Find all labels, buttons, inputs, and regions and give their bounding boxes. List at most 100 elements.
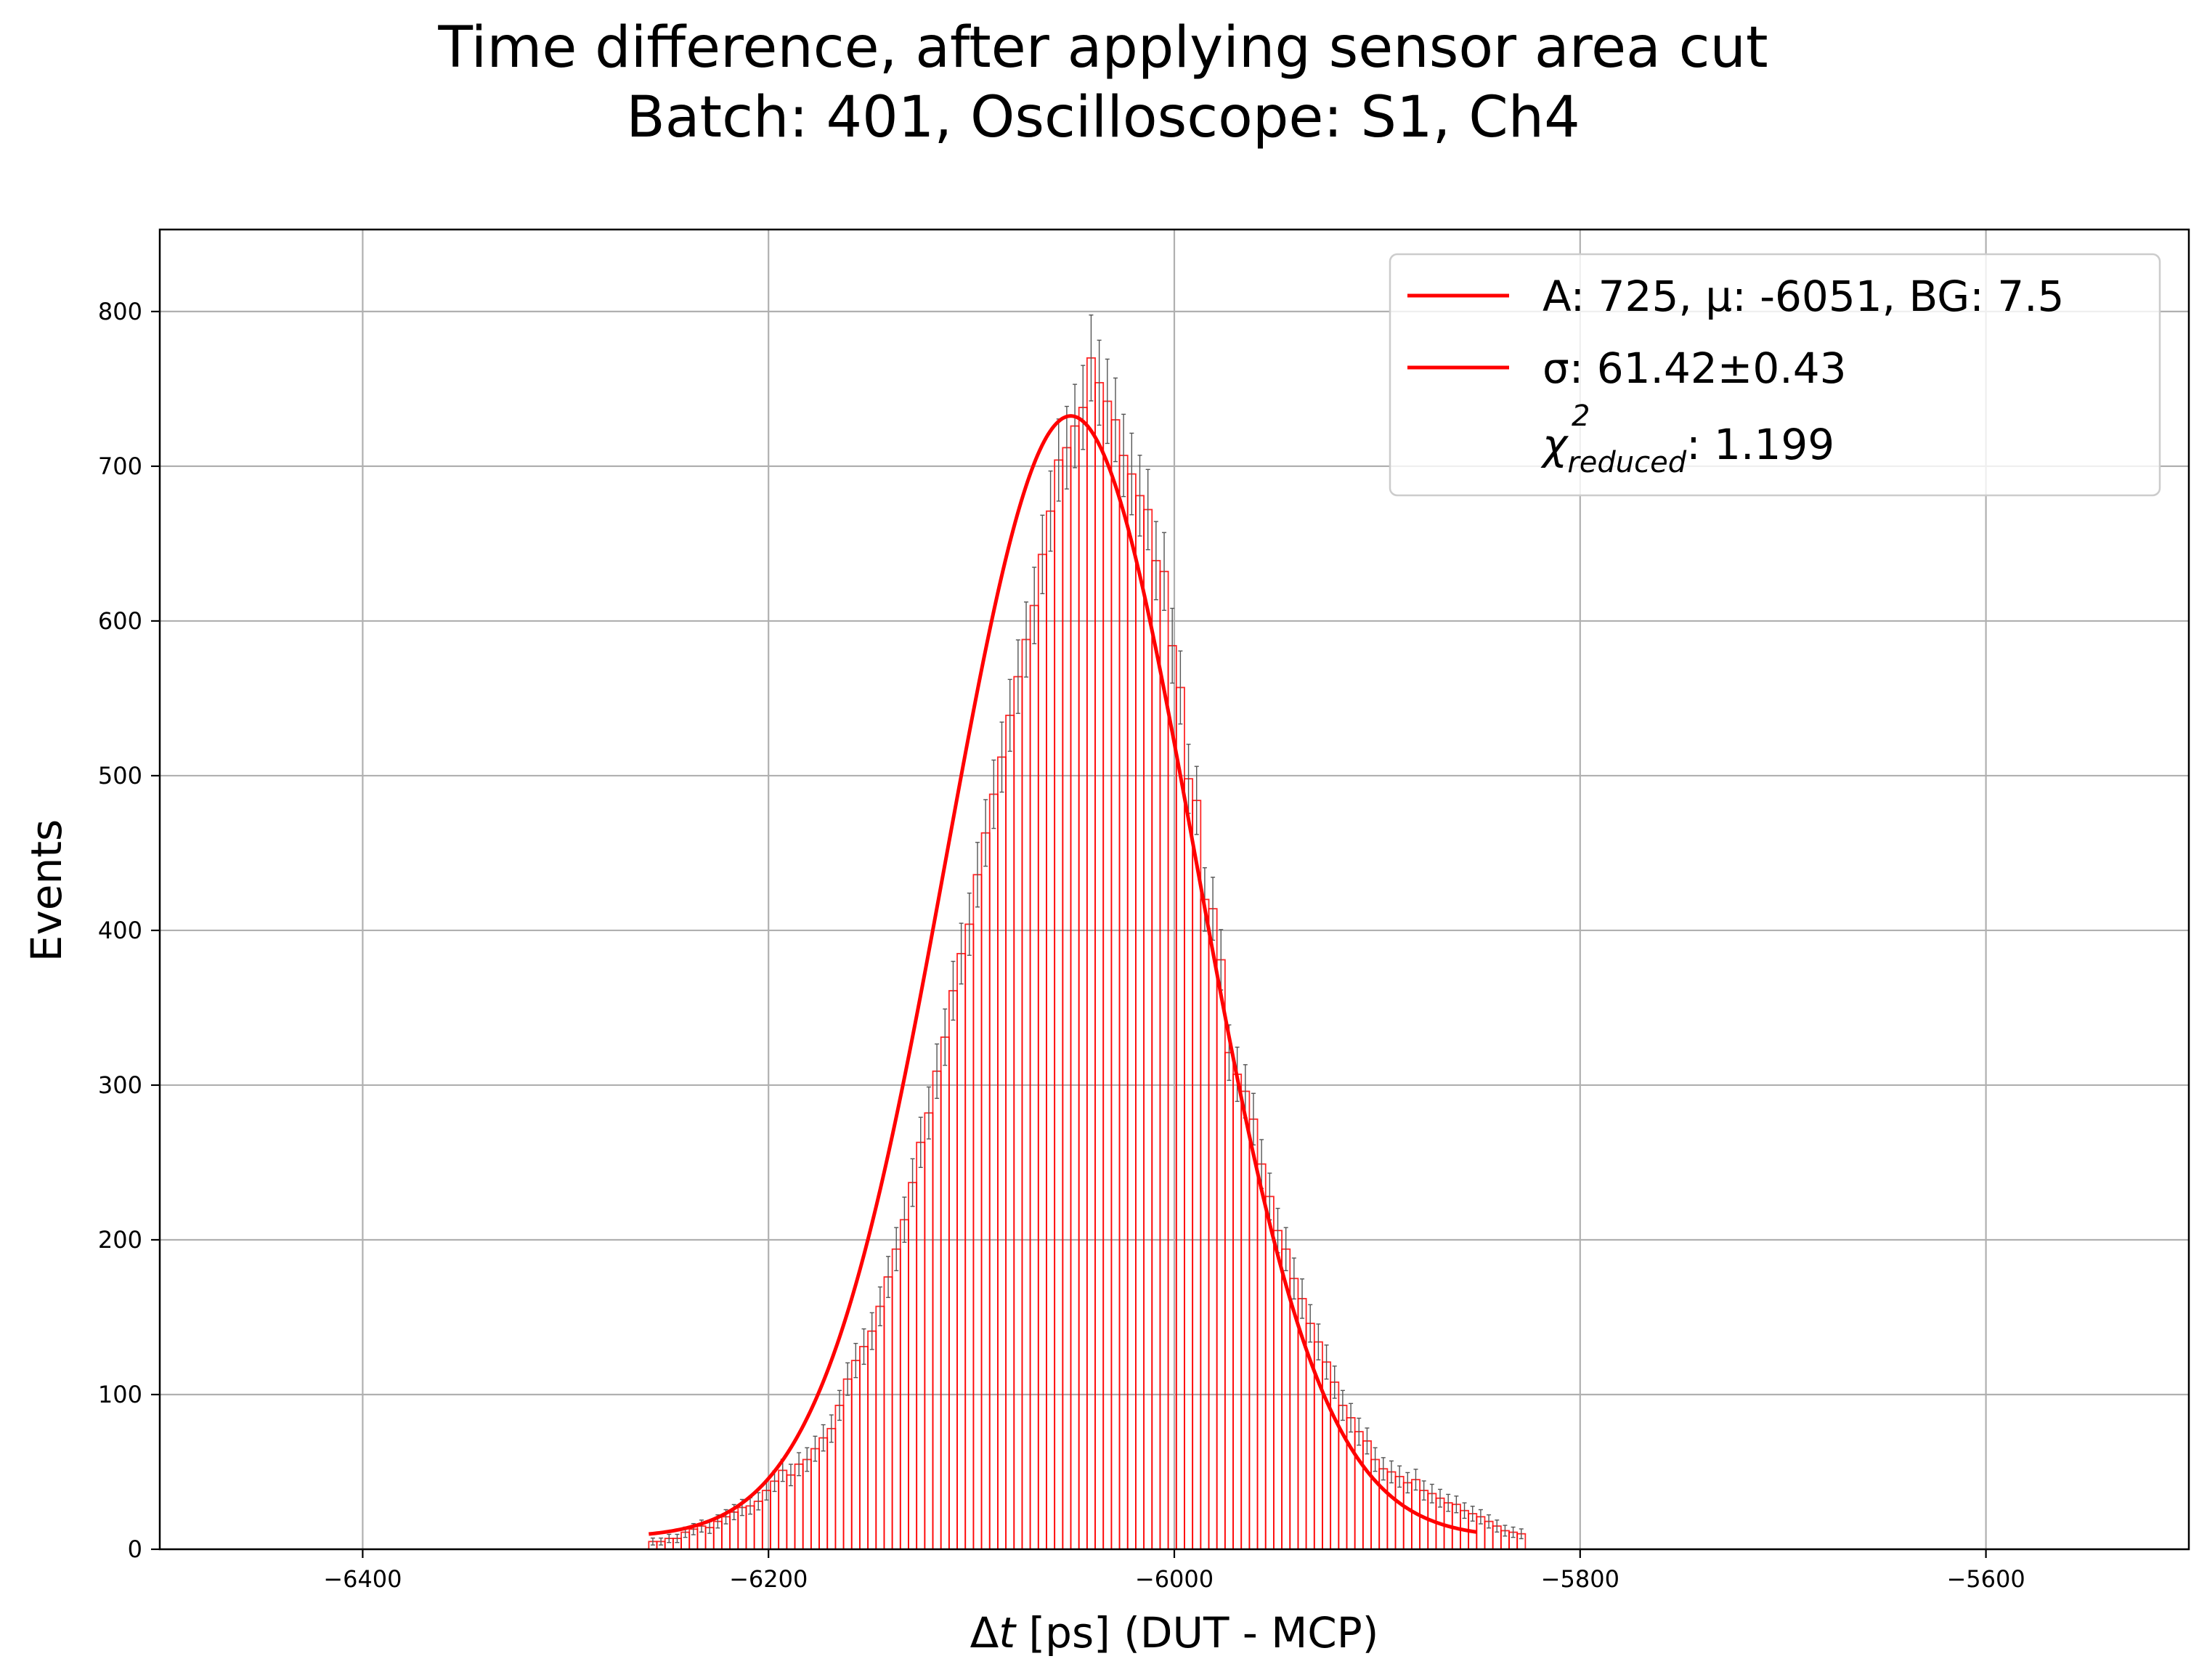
- error-bar: [1503, 1525, 1508, 1537]
- error-bar: [886, 1256, 891, 1299]
- chart-title-line1: Time difference, after applying sensor a…: [437, 15, 1768, 81]
- legend-chi-subscript: reduced: [1567, 446, 1686, 479]
- error-bar: [926, 1086, 931, 1140]
- legend-box: [1389, 253, 2161, 497]
- error-bar: [675, 1533, 680, 1543]
- error-bar: [910, 1158, 915, 1207]
- error-bar: [1373, 1447, 1378, 1472]
- error-bar: [918, 1116, 923, 1169]
- x-tick-label: −6200: [729, 1565, 808, 1593]
- error-bar: [1340, 1389, 1345, 1421]
- x-axis-label-delta: Δ: [970, 1608, 999, 1657]
- x-tick-label: −5600: [1946, 1565, 2025, 1593]
- error-bar: [991, 759, 996, 829]
- legend-chi-superscript: 2: [1572, 399, 1590, 433]
- error-bar: [999, 721, 1004, 793]
- x-axis-label: Δt [ps] (DUT - MCP): [970, 1608, 1379, 1657]
- y-tick-label: 300: [98, 1071, 142, 1099]
- error-bar: [1291, 1257, 1296, 1300]
- x-tick-label: −6400: [323, 1565, 402, 1593]
- error-bar: [1381, 1457, 1386, 1481]
- error-bar: [1145, 468, 1150, 551]
- fit-curve: [649, 414, 1477, 1536]
- y-tick-label: 0: [128, 1535, 142, 1563]
- error-bar: [1089, 314, 1094, 402]
- y-tick-label: 600: [98, 607, 142, 635]
- error-bar: [1121, 413, 1126, 498]
- error-bar: [1007, 678, 1012, 752]
- y-tick-label: 100: [98, 1381, 142, 1408]
- error-bar: [805, 1447, 810, 1472]
- error-bar: [1300, 1278, 1305, 1319]
- error-bar: [1153, 521, 1158, 601]
- error-bar: [813, 1435, 818, 1462]
- error-bar: [935, 1043, 940, 1099]
- error-bar: [959, 922, 964, 985]
- error-bar: [1178, 650, 1183, 725]
- error-bar: [797, 1452, 802, 1477]
- error-bar: [829, 1414, 834, 1443]
- error-bar: [1365, 1427, 1370, 1455]
- error-bar: [869, 1312, 874, 1350]
- error-bar: [877, 1286, 882, 1326]
- error-bar: [1283, 1227, 1288, 1272]
- error-bar: [1064, 405, 1069, 490]
- error-bar: [983, 799, 988, 867]
- legend-chi-symbol: χ: [1540, 420, 1569, 469]
- legend-entry-3: χreduced: 1.199: [1540, 420, 1834, 479]
- x-axis-ticks: −6400 −6200 −6000 −5800 −5600: [323, 1549, 2025, 1593]
- x-tick-label: −6000: [1135, 1565, 1214, 1593]
- error-bar: [1162, 532, 1167, 612]
- error-bar: [1389, 1460, 1394, 1484]
- error-bar: [943, 1008, 948, 1066]
- error-bar: [975, 842, 980, 908]
- error-bar: [1478, 1509, 1483, 1525]
- x-axis-label-unit: [ps] (DUT - MCP): [1015, 1608, 1378, 1657]
- error-bar: [1511, 1526, 1516, 1538]
- error-bar: [1487, 1514, 1492, 1529]
- error-bar: [667, 1533, 672, 1543]
- error-bar: [951, 960, 956, 1021]
- error-bar: [1421, 1480, 1426, 1501]
- y-tick-label: 700: [98, 453, 142, 480]
- error-bar: [1137, 455, 1142, 537]
- error-bar: [1073, 384, 1078, 468]
- error-bar: [853, 1342, 858, 1379]
- error-bar: [894, 1227, 899, 1272]
- error-bar: [659, 1537, 664, 1546]
- error-bar: [967, 892, 972, 956]
- error-bar: [1324, 1344, 1329, 1380]
- error-bar: [1081, 365, 1086, 450]
- error-bar: [845, 1362, 850, 1396]
- error-bar: [1040, 514, 1045, 595]
- error-bar: [1316, 1323, 1321, 1360]
- error-bar: [1519, 1528, 1524, 1540]
- error-bar: [821, 1424, 826, 1452]
- error-bar: [1495, 1519, 1500, 1533]
- grid-lines: [160, 230, 2189, 1551]
- x-tick-label: −5800: [1541, 1565, 1619, 1593]
- error-bar: [1032, 567, 1037, 644]
- y-axis-label: Events: [22, 819, 71, 962]
- error-bar: [1349, 1403, 1354, 1433]
- error-bar: [1024, 601, 1029, 678]
- error-bar: [861, 1328, 866, 1365]
- error-bar: [1308, 1304, 1313, 1343]
- error-bar: [1129, 432, 1134, 516]
- chart-title-line2: Batch: 401, Oscilloscope: S1, Ch4: [626, 85, 1580, 150]
- error-bar: [1454, 1496, 1459, 1514]
- error-bar: [1113, 377, 1118, 463]
- legend-chi-value: : 1.199: [1686, 420, 1834, 469]
- error-bar: [1357, 1417, 1362, 1446]
- error-bar: [1470, 1506, 1475, 1522]
- error-bar: [1429, 1483, 1434, 1504]
- error-bar: [1446, 1493, 1451, 1512]
- error-bar: [788, 1464, 793, 1487]
- error-bar: [1332, 1365, 1337, 1399]
- legend-entry-2: σ: 61.42±0.43: [1543, 344, 1847, 393]
- y-tick-label: 800: [98, 298, 142, 325]
- error-bar: [650, 1537, 655, 1546]
- y-tick-label: 400: [98, 917, 142, 944]
- error-bar: [1015, 639, 1020, 714]
- x-axis-label-t: t: [999, 1608, 1017, 1657]
